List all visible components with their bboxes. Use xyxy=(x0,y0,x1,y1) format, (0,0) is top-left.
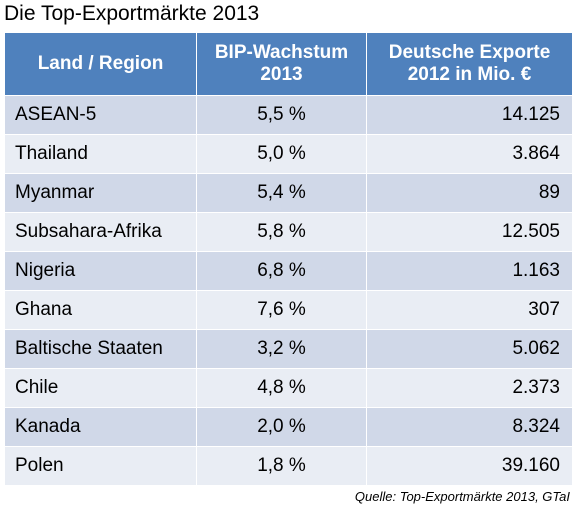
cell-bip: 2,0 % xyxy=(196,407,367,447)
source-caption: Quelle: Top-Exportmärkte 2013, GTaI xyxy=(354,489,570,504)
cell-bip: 5,8 % xyxy=(196,212,367,252)
table-row: ASEAN-5 5,5 % 14.125 xyxy=(4,95,573,135)
cell-land: Kanada xyxy=(4,407,197,447)
table-row: Thailand 5,0 % 3.864 xyxy=(4,134,573,174)
cell-land: Myanmar xyxy=(4,173,197,213)
cell-exporte: 12.505 xyxy=(366,212,573,252)
table-row: Subsahara-Afrika 5,8 % 12.505 xyxy=(4,212,573,252)
cell-exporte: 5.062 xyxy=(366,329,573,369)
cell-land: Thailand xyxy=(4,134,197,174)
header-exp-label-line2: 2012 in Mio. € xyxy=(407,64,532,85)
cell-exporte: 3.864 xyxy=(366,134,573,174)
cell-land: ASEAN-5 xyxy=(4,95,197,135)
cell-land: Polen xyxy=(4,446,197,486)
cell-exporte: 1.163 xyxy=(366,251,573,291)
cell-exporte: 307 xyxy=(366,290,573,330)
cell-exporte: 89 xyxy=(366,173,573,213)
cell-land: Nigeria xyxy=(4,251,197,291)
cell-exporte: 8.324 xyxy=(366,407,573,447)
cell-exporte: 2.373 xyxy=(366,368,573,408)
cell-bip: 6,8 % xyxy=(196,251,367,291)
header-bip-label-line1: BIP-Wachstum xyxy=(214,42,349,63)
cell-exporte: 14.125 xyxy=(366,95,573,135)
table-row: Chile 4,8 % 2.373 xyxy=(4,368,573,408)
cell-bip: 5,4 % xyxy=(196,173,367,213)
header-exp-label-line1: Deutsche Exporte xyxy=(388,42,551,63)
cell-bip: 5,0 % xyxy=(196,134,367,174)
table-row: Baltische Staaten 3,2 % 5.062 xyxy=(4,329,573,369)
cell-exporte: 39.160 xyxy=(366,446,573,486)
cell-bip: 5,5 % xyxy=(196,95,367,135)
table-header: Land / Region BIP-Wachstum 2013 Deutsche… xyxy=(4,32,573,96)
header-land-region: Land / Region xyxy=(4,32,197,96)
export-markets-table-container: Land / Region BIP-Wachstum 2013 Deutsche… xyxy=(4,32,573,486)
table-row: Ghana 7,6 % 307 xyxy=(4,290,573,330)
table-row: Nigeria 6,8 % 1.163 xyxy=(4,251,573,291)
cell-bip: 1,8 % xyxy=(196,446,367,486)
cell-land: Baltische Staaten xyxy=(4,329,197,369)
cell-land: Subsahara-Afrika xyxy=(4,212,197,252)
table-row: Kanada 2,0 % 8.324 xyxy=(4,407,573,447)
header-land-label: Land / Region xyxy=(37,53,164,74)
export-markets-table: Land / Region BIP-Wachstum 2013 Deutsche… xyxy=(4,32,573,486)
cell-land: Chile xyxy=(4,368,197,408)
header-german-exports: Deutsche Exporte 2012 in Mio. € xyxy=(366,32,573,96)
header-bip-growth: BIP-Wachstum 2013 xyxy=(196,32,367,96)
cell-land: Ghana xyxy=(4,290,197,330)
cell-bip: 4,8 % xyxy=(196,368,367,408)
table-row: Polen 1,8 % 39.160 xyxy=(4,446,573,486)
page-title: Die Top-Exportmärkte 2013 xyxy=(4,2,260,25)
cell-bip: 7,6 % xyxy=(196,290,367,330)
table-body: ASEAN-5 5,5 % 14.125 Thailand 5,0 % 3.86… xyxy=(4,95,573,486)
table-row: Myanmar 5,4 % 89 xyxy=(4,173,573,213)
cell-bip: 3,2 % xyxy=(196,329,367,369)
header-bip-label-line2: 2013 xyxy=(260,64,303,85)
table-header-row: Land / Region BIP-Wachstum 2013 Deutsche… xyxy=(4,32,573,96)
